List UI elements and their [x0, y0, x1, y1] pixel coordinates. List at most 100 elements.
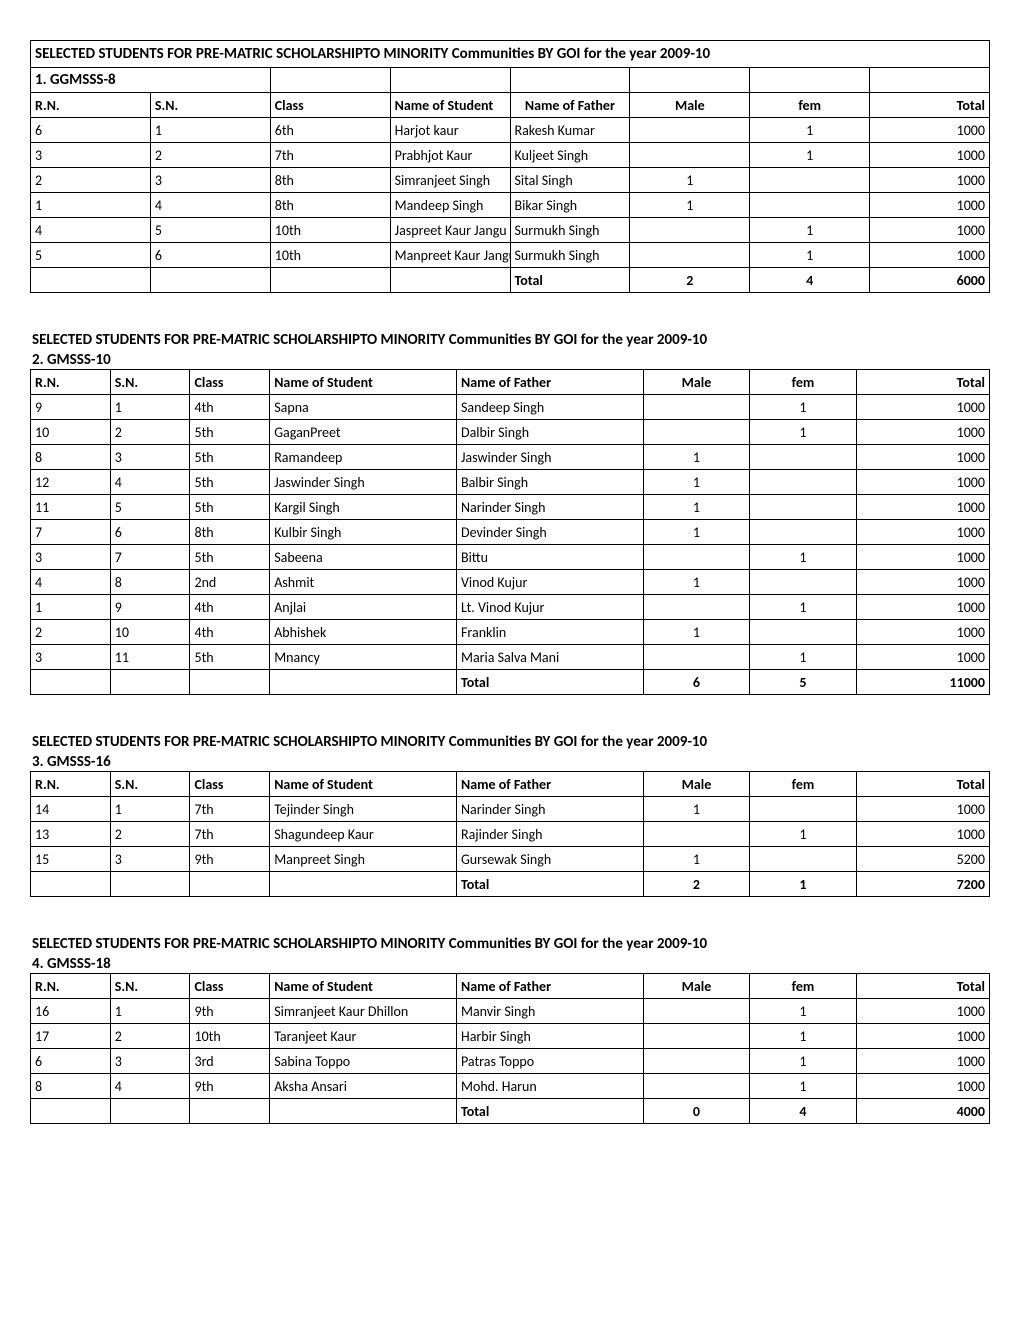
table-row: 1539thManpreet SinghGursewak Singh15200 [31, 847, 990, 872]
cell-fem [750, 847, 856, 872]
cell-fem [750, 520, 856, 545]
total-row: Total6511000 [31, 670, 990, 695]
cell-fem: 1 [750, 118, 870, 143]
table-row: 327thPrabhjot KaurKuljeet Singh11000 [31, 143, 990, 168]
total-fem: 4 [750, 268, 870, 293]
cell-class: 10th [270, 243, 390, 268]
total-male: 6 [643, 670, 749, 695]
column-header: Name of Student [270, 370, 457, 395]
total-label: Total [456, 1099, 643, 1124]
cell-rn: 11 [31, 495, 111, 520]
cell-male: 1 [643, 520, 749, 545]
cell-class: 5th [190, 470, 270, 495]
column-header: Total [856, 772, 989, 797]
table-row: 633rdSabina ToppoPatras Toppo11000 [31, 1049, 990, 1074]
column-header: S.N. [150, 93, 270, 118]
cell-father: Sital Singh [510, 168, 630, 193]
cell-male: 1 [643, 620, 749, 645]
empty-cell [150, 268, 270, 293]
table-row: 1417thTejinder SinghNarinder Singh11000 [31, 797, 990, 822]
cell-class: 6th [270, 118, 390, 143]
cell-male [643, 595, 749, 620]
cell-male: 1 [643, 797, 749, 822]
cell-father: Franklin [456, 620, 643, 645]
cell-student: Manpreet Singh [270, 847, 457, 872]
cell-father: Vinod Kujur [456, 570, 643, 595]
cell-male [643, 1074, 749, 1099]
column-header: R.N. [31, 974, 111, 999]
cell-student: Sapna [270, 395, 457, 420]
table-row: 238thSimranjeet SinghSital Singh11000 [31, 168, 990, 193]
empty-cell [31, 268, 151, 293]
cell-student: Ramandeep [270, 445, 457, 470]
empty-cell [270, 670, 457, 695]
cell-fem: 1 [750, 243, 870, 268]
empty-cell [870, 68, 990, 93]
column-header: Male [630, 93, 750, 118]
cell-class: 3rd [190, 1049, 270, 1074]
cell-total: 1000 [856, 1024, 989, 1049]
cell-rn: 7 [31, 520, 111, 545]
table-header-row: R.N.S.N.ClassName of StudentName of Fath… [31, 974, 990, 999]
cell-total: 1000 [856, 1049, 989, 1074]
cell-rn: 10 [31, 420, 111, 445]
cell-father: Maria Salva Mani [456, 645, 643, 670]
cell-male [643, 1024, 749, 1049]
cell-rn: 9 [31, 395, 111, 420]
cell-fem: 1 [750, 218, 870, 243]
cell-male: 1 [630, 193, 750, 218]
cell-rn: 2 [31, 620, 111, 645]
cell-father: Manvir Singh [456, 999, 643, 1024]
cell-father: Lt. Vinod Kujur [456, 595, 643, 620]
total-fem: 4 [750, 1099, 856, 1124]
empty-cell [110, 872, 190, 897]
cell-fem [750, 470, 856, 495]
column-header: Total [870, 93, 990, 118]
cell-fem: 1 [750, 395, 856, 420]
section-sub: 4. GMSSS-18 [32, 955, 990, 973]
cell-father: Kuljeet Singh [510, 143, 630, 168]
cell-total: 1000 [856, 1074, 989, 1099]
empty-cell [390, 268, 510, 293]
cell-student: Prabhjot Kaur [390, 143, 510, 168]
column-header: fem [750, 772, 856, 797]
cell-student: Ashmit [270, 570, 457, 595]
table-row: 1155thKargil SinghNarinder Singh11000 [31, 495, 990, 520]
total-row: Total217200 [31, 872, 990, 897]
cell-fem: 1 [750, 545, 856, 570]
scholarship-table: R.N.S.N.ClassName of StudentName of Fath… [30, 973, 990, 1124]
cell-fem: 1 [750, 645, 856, 670]
cell-class: 2nd [190, 570, 270, 595]
column-header: R.N. [31, 772, 111, 797]
cell-student: Jaspreet Kaur Jangu [390, 218, 510, 243]
cell-male [643, 545, 749, 570]
total-total: 7200 [856, 872, 989, 897]
table-row: 835thRamandeepJaswinder Singh11000 [31, 445, 990, 470]
column-header: S.N. [110, 370, 190, 395]
cell-rn: 1 [31, 193, 151, 218]
cell-sn: 6 [150, 243, 270, 268]
cell-class: 5th [190, 545, 270, 570]
cell-student: Sabeena [270, 545, 457, 570]
column-header: Name of Student [270, 974, 457, 999]
column-header: Name of Father [456, 974, 643, 999]
cell-male [643, 822, 749, 847]
main-title: SELECTED STUDENTS FOR PRE-MATRIC SCHOLAR… [32, 935, 990, 953]
cell-male: 1 [643, 570, 749, 595]
empty-cell [110, 1099, 190, 1124]
table-row: 849thAksha AnsariMohd. Harun11000 [31, 1074, 990, 1099]
cell-male: 1 [630, 168, 750, 193]
cell-total: 1000 [856, 645, 989, 670]
cell-student: Manpreet Kaur Jangu [390, 243, 510, 268]
cell-fem [750, 797, 856, 822]
cell-male [643, 1049, 749, 1074]
cell-father: Narinder Singh [456, 495, 643, 520]
empty-cell [190, 872, 270, 897]
cell-total: 1000 [870, 168, 990, 193]
table-row: 5610thManpreet Kaur JanguSurmukh Singh11… [31, 243, 990, 268]
cell-sn: 5 [150, 218, 270, 243]
cell-rn: 3 [31, 143, 151, 168]
cell-fem: 1 [750, 143, 870, 168]
section-sub: 3. GMSSS-16 [32, 753, 990, 771]
cell-student: Sabina Toppo [270, 1049, 457, 1074]
